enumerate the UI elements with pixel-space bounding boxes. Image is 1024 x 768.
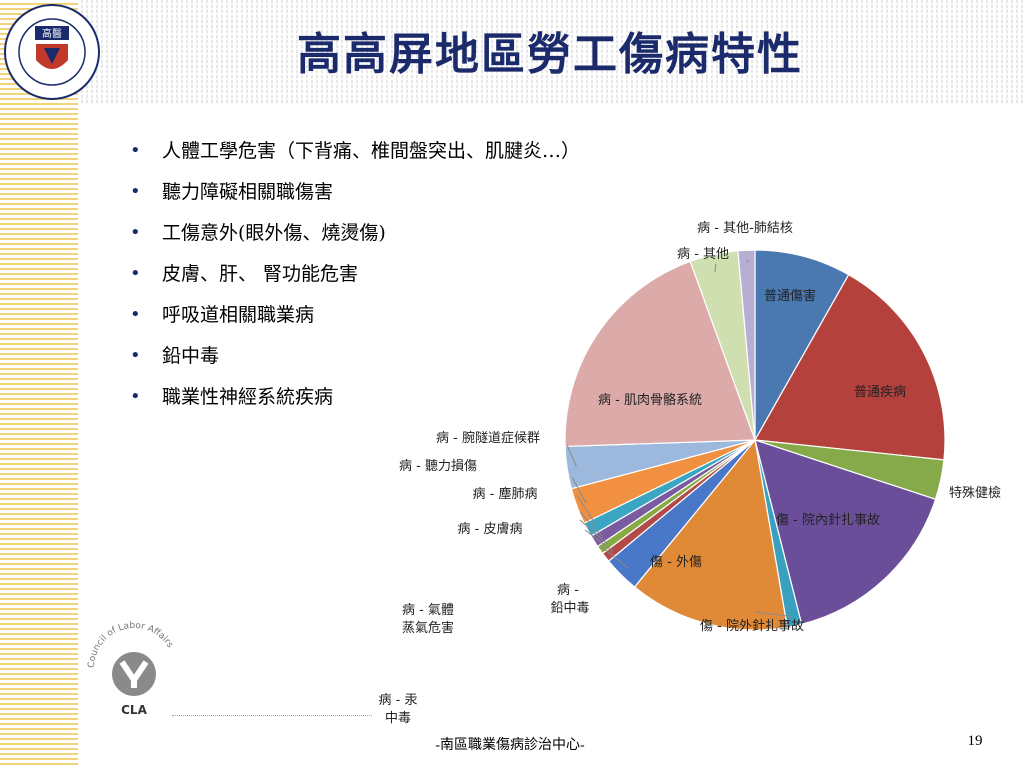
bullet-item: • 皮膚、肝、 腎功能危害	[130, 261, 580, 302]
bullet-symbol: •	[130, 304, 141, 325]
bullet-text: 皮膚、肝、 腎功能危害	[162, 263, 359, 285]
slice-label: 病 - 汞中毒	[379, 693, 418, 726]
slice-label: 病 - 聽力損傷	[399, 459, 477, 474]
bullet-text: 聽力障礙相關職傷害	[162, 181, 334, 203]
pie-slice	[564, 260, 756, 448]
bullet-item: • 鉛中毒	[130, 343, 580, 384]
bullet-symbol: •	[130, 140, 141, 161]
slice-label: 傷 - 院內針扎事故	[776, 513, 880, 528]
bullet-item: • 人體工學危害（下背痛、椎間盤突出、肌腱炎…）	[130, 138, 580, 179]
top-decorative-band	[78, 0, 1024, 104]
leader-line	[579, 519, 609, 545]
slice-label: 病 - 其他-肺結核	[697, 221, 793, 236]
slice-label: 傷 - 院外針扎事故	[700, 619, 804, 634]
bullet-item: • 聽力障礙相關職傷害	[130, 179, 580, 220]
slice-label: 病 - 鉛中毒	[550, 583, 589, 616]
bullet-text: 職業性神經系統疾病	[162, 386, 334, 408]
leader-line	[576, 494, 597, 526]
cla-text: CLA	[121, 703, 147, 717]
bullet-symbol: •	[130, 263, 141, 284]
pie-slice	[754, 439, 937, 625]
bullet-text: 呼吸道相關職業病	[162, 304, 315, 326]
bullet-symbol: •	[130, 345, 141, 366]
leader-line	[714, 263, 717, 273]
leader-line	[566, 444, 577, 467]
slice-label: 病 - 其他	[677, 247, 729, 262]
slice-label: 病 - 氣體蒸氣危害	[402, 603, 454, 636]
bullet-item: • 呼吸道相關職業病	[130, 302, 580, 343]
logo-text: 高醫	[42, 27, 62, 40]
bullet-symbol: •	[130, 386, 141, 407]
leader-line	[746, 259, 749, 263]
pie-slice	[737, 249, 756, 441]
pie-slice	[754, 249, 850, 443]
slice-label: 普通疾病	[854, 385, 906, 400]
leader-line	[754, 611, 793, 618]
slice-label: 病 - 腕隧道症候群	[436, 430, 540, 446]
slice-label: 普通傷害	[764, 288, 816, 304]
slice-label: 傷 - 外傷	[650, 555, 702, 570]
leader-line	[579, 511, 603, 537]
footer-divider	[172, 715, 372, 716]
pie-slice	[754, 273, 946, 461]
leader-line	[571, 476, 587, 504]
university-logo: 高醫	[4, 4, 100, 100]
footer-text: -南區職業傷病診治中心-	[435, 738, 585, 753]
cla-logo: Council of Labor Affairs CLA	[87, 621, 175, 717]
slice-label: 病 - 皮膚病	[458, 521, 523, 537]
slice-label: 病 - 肌肉骨骼系統	[598, 392, 702, 408]
slice-label: 病 - 塵肺病	[473, 487, 538, 502]
leader-line	[599, 544, 629, 569]
bullet-item: • 工傷意外(眼外傷、燒燙傷)	[130, 220, 580, 261]
leader-line	[584, 529, 614, 552]
bullet-list: • 人體工學危害（下背痛、椎間盤突出、肌腱炎…） • 聽力障礙相關職傷害 • 工傷意外…	[130, 138, 580, 425]
left-decorative-band	[0, 0, 78, 768]
bullet-item: • 職業性神經系統疾病	[130, 384, 580, 425]
bullet-text: 鉛中毒	[162, 345, 220, 367]
bullet-symbol: •	[130, 222, 141, 243]
bullet-text: 工傷意外(眼外傷、燒燙傷)	[162, 222, 386, 244]
slice-label: 特殊健檢	[949, 485, 1001, 501]
bullet-text: 人體工學危害（下背痛、椎間盤突出、肌腱炎…）	[162, 140, 581, 162]
page-number: 19	[967, 733, 983, 749]
bullet-symbol: •	[130, 181, 141, 202]
pie-slice	[633, 438, 788, 631]
slide-title: 高高屏地區勞工傷病特性	[297, 29, 803, 80]
